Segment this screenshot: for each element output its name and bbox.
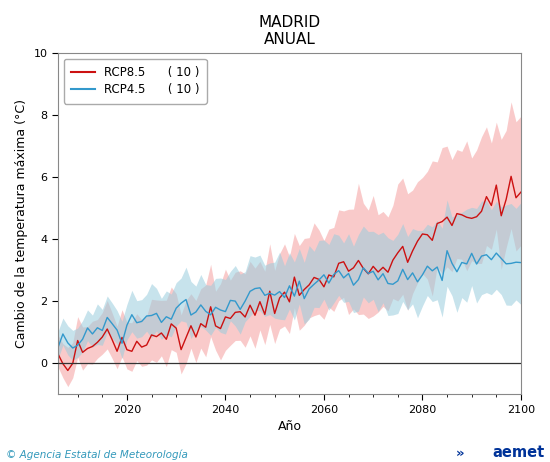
X-axis label: Año: Año [277,420,301,433]
Text: © Agencia Estatal de Meteorología: © Agencia Estatal de Meteorología [6,449,188,460]
Text: »: » [456,447,465,460]
Y-axis label: Cambio de la temperatura máxima (°C): Cambio de la temperatura máxima (°C) [15,99,28,348]
Legend: RCP8.5      ( 10 ), RCP4.5      ( 10 ): RCP8.5 ( 10 ), RCP4.5 ( 10 ) [64,59,207,103]
Title: MADRID
ANUAL: MADRID ANUAL [258,15,321,48]
Text: aemet: aemet [492,445,544,460]
